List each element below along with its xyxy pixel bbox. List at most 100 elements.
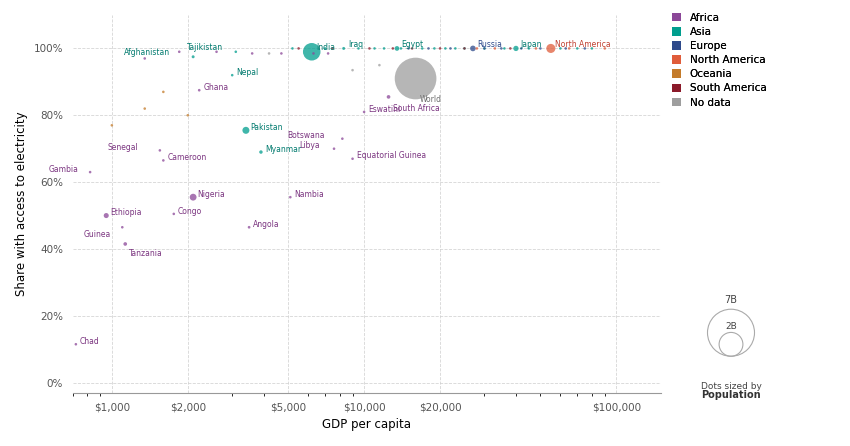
Point [394, 45, 408, 52]
Point [192, 87, 206, 94]
Point [382, 93, 395, 100]
Point [83, 169, 97, 176]
Point [263, 50, 276, 57]
Point [318, 45, 332, 52]
Point [210, 48, 224, 55]
Point [439, 45, 452, 52]
Text: Guinea: Guinea [83, 230, 110, 239]
Point [242, 224, 256, 231]
Point [497, 45, 511, 52]
Text: Congo: Congo [178, 206, 202, 215]
Point [478, 45, 491, 52]
Text: South Africa: South Africa [393, 103, 439, 112]
Text: Egypt: Egypt [401, 40, 423, 49]
Point [570, 45, 584, 52]
Point [138, 105, 151, 112]
Point [390, 45, 404, 52]
Text: Ghana: Ghana [203, 83, 229, 92]
Text: Russia: Russia [477, 40, 502, 49]
Text: Cameroon: Cameroon [167, 153, 207, 162]
Text: Chad: Chad [80, 337, 99, 346]
Point [346, 155, 360, 162]
Text: Libya: Libya [299, 141, 320, 150]
Text: Burundi: Burundi [0, 445, 1, 446]
Point [246, 50, 259, 57]
Point [118, 240, 132, 248]
Point [368, 45, 382, 52]
Text: North America: North America [555, 40, 610, 49]
Point [352, 45, 366, 52]
X-axis label: GDP per capita: GDP per capita [322, 418, 411, 431]
Text: Somalia: Somalia [0, 445, 1, 446]
Point [416, 45, 429, 52]
Point [402, 45, 416, 52]
Point [563, 45, 576, 52]
Point [449, 45, 462, 52]
Text: Population: Population [701, 390, 761, 400]
Text: Japan: Japan [520, 40, 541, 49]
Text: Nepal: Nepal [236, 68, 258, 77]
Text: Pakistan: Pakistan [250, 123, 282, 132]
Point [156, 88, 170, 95]
Point [409, 75, 422, 82]
Point [116, 224, 129, 231]
Point [553, 45, 567, 52]
Point [181, 112, 195, 119]
Text: Tajikistan: Tajikistan [187, 43, 224, 52]
Text: World: World [420, 95, 442, 104]
Point [275, 50, 288, 57]
Point [307, 50, 320, 57]
Text: Iraq: Iraq [348, 40, 363, 49]
Point [239, 127, 252, 134]
Text: Dots sized by: Dots sized by [700, 382, 762, 392]
Point [598, 45, 612, 52]
Point [377, 45, 391, 52]
Point [495, 45, 508, 52]
Point [470, 45, 484, 52]
Point [534, 45, 547, 52]
Point [514, 45, 528, 52]
Text: Democratic Republic of Congo: Democratic Republic of Congo [0, 445, 1, 446]
Point [153, 147, 167, 154]
Point [357, 108, 371, 116]
Point [466, 45, 479, 52]
Point [173, 48, 186, 55]
Legend: Africa, Asia, Europe, North America, Oceania, South America, No data: Africa, Asia, Europe, North America, Oce… [672, 12, 767, 107]
Text: Nambia: Nambia [294, 190, 324, 199]
Point [488, 45, 502, 52]
Point [336, 135, 349, 142]
Point [434, 45, 447, 52]
Point [578, 45, 592, 52]
Text: Botswana: Botswana [286, 132, 325, 140]
Point [444, 45, 457, 52]
Y-axis label: Share with access to electricity: Share with access to electricity [15, 112, 28, 296]
Text: Tanzania: Tanzania [129, 249, 163, 258]
Point [327, 145, 341, 152]
Point [346, 66, 360, 74]
Point [509, 45, 523, 52]
Text: Myanmar: Myanmar [265, 145, 301, 154]
Text: Mozambique: Mozambique [0, 445, 1, 446]
Text: 7B: 7B [724, 295, 738, 306]
Point [522, 45, 536, 52]
Point [530, 45, 543, 52]
Point [105, 122, 119, 129]
Point [156, 157, 170, 164]
Point [229, 48, 242, 55]
Point [99, 212, 113, 219]
Point [167, 211, 180, 218]
Point [186, 53, 200, 60]
Point [321, 50, 335, 57]
Point [585, 45, 598, 52]
Point [544, 45, 558, 52]
Point [457, 45, 471, 52]
Text: Nigeria: Nigeria [197, 190, 225, 199]
Point [326, 45, 339, 52]
Point [372, 62, 386, 69]
Point [428, 45, 441, 52]
Point [363, 45, 377, 52]
Point [284, 194, 298, 201]
Point [186, 194, 200, 201]
Text: Eswatini: Eswatini [368, 105, 400, 114]
Point [405, 45, 419, 52]
